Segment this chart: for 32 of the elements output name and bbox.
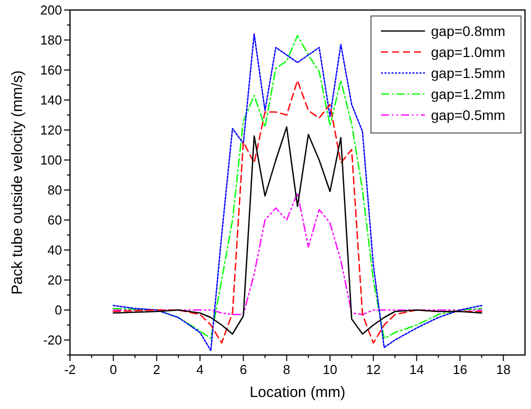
x-tick-label: 14 <box>409 362 424 377</box>
y-tick-label: -20 <box>43 332 62 348</box>
y-tick-label: 0 <box>54 302 62 318</box>
x-tick-label: 16 <box>452 362 468 377</box>
y-tick-label: 80 <box>48 182 62 198</box>
x-tick-label: 6 <box>240 362 247 377</box>
x-tick-label: 18 <box>496 362 511 377</box>
x-tick-label: 0 <box>110 362 117 377</box>
x-tick-label: -2 <box>64 362 76 377</box>
x-tick-label: 10 <box>322 362 338 377</box>
y-tick-label: 200 <box>40 2 62 18</box>
legend-label: gap=1.5mm <box>431 65 506 81</box>
x-axis-title: Location (mm) <box>250 384 346 401</box>
y-tick-label: 120 <box>40 122 62 138</box>
line-series <box>112 192 482 316</box>
y-tick-label: 180 <box>40 32 62 48</box>
y-tick-label: 140 <box>40 92 62 108</box>
x-tick-label: 2 <box>153 362 160 377</box>
y-tick-label: 100 <box>40 152 62 168</box>
y-tick-label: 60 <box>48 212 62 228</box>
x-tick-label: 4 <box>196 362 204 377</box>
legend-label: gap=0.8mm <box>431 23 506 39</box>
x-tick-label: 8 <box>283 362 290 377</box>
y-tick-label: 40 <box>48 242 62 258</box>
x-tick-label: 12 <box>366 362 381 377</box>
line-series <box>112 126 482 335</box>
y-tick-label: 20 <box>48 272 62 288</box>
y-axis-title: Pack tube outside velocity (mm/s) <box>9 70 26 295</box>
y-tick-label: 160 <box>40 62 62 78</box>
legend-label: gap=0.5mm <box>431 107 506 123</box>
legend-label: gap=1.2mm <box>431 86 506 102</box>
legend-label: gap=1.0mm <box>431 44 506 60</box>
